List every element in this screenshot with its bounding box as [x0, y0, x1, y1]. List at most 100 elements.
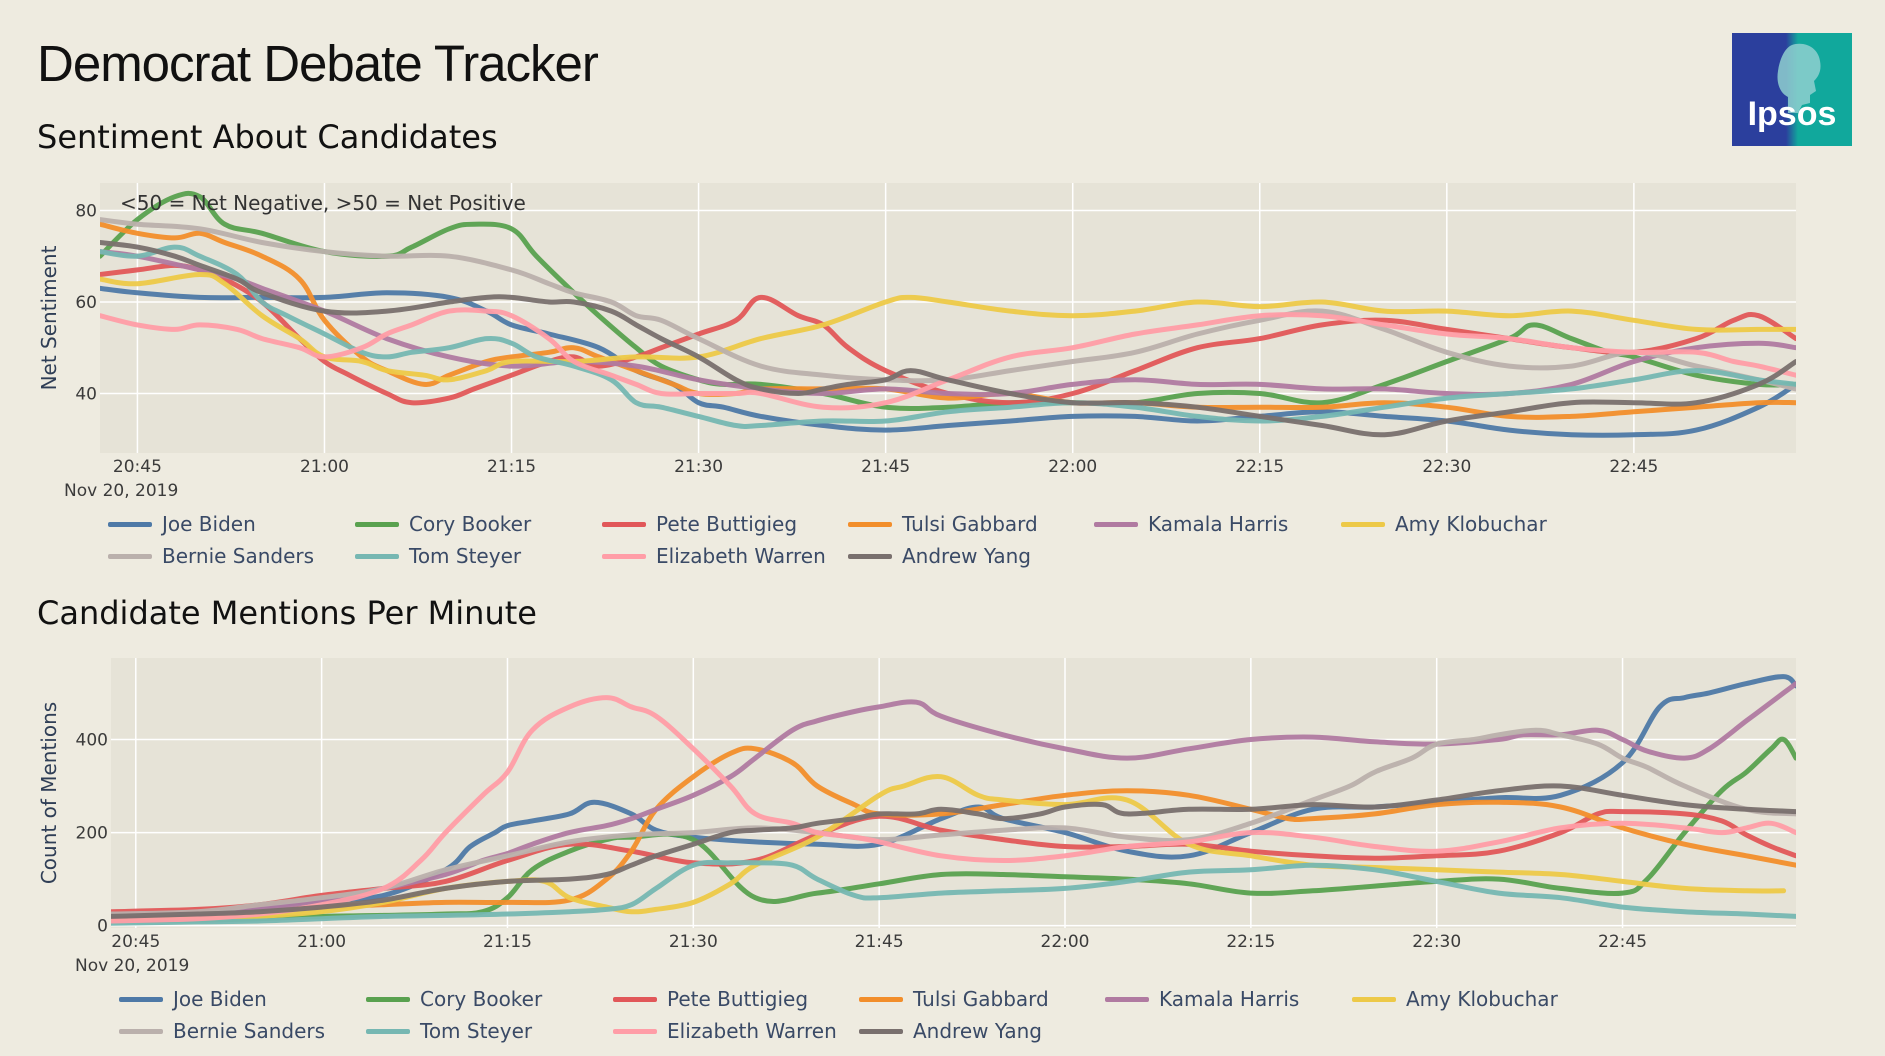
legend-swatch-icon [602, 521, 646, 527]
legend-item-andrew-yang[interactable]: Andrew Yang [848, 543, 1031, 569]
mentions-x-date-label: Nov 20, 2019 [75, 956, 189, 976]
mentions-x-tick-label: 22:45 [1598, 932, 1647, 952]
legend-swatch-icon [355, 521, 399, 527]
mentions-y-tick-label: 200 [76, 824, 108, 844]
legend-label: Joe Biden [173, 987, 267, 1011]
sentiment-y-tick-label: 80 [75, 201, 97, 221]
legend-item-tulsi-gabbard[interactable]: Tulsi Gabbard [848, 511, 1038, 537]
mentions-y-tick-label: 0 [97, 917, 108, 937]
legend-label: Kamala Harris [1148, 512, 1289, 536]
legend-swatch-icon [848, 521, 892, 527]
sentiment-x-date-label: Nov 20, 2019 [64, 481, 178, 501]
legend-item-cory-booker[interactable]: Cory Booker [366, 986, 542, 1012]
mentions-x-tick-label: 21:15 [483, 932, 532, 952]
mentions-series-group [111, 674, 1796, 926]
legend-swatch-icon [1094, 521, 1138, 527]
legend-swatch-icon [366, 996, 410, 1002]
legend-swatch-icon [613, 1028, 657, 1034]
legend-item-tom-steyer[interactable]: Tom Steyer [366, 1018, 532, 1044]
legend-item-tom-steyer[interactable]: Tom Steyer [355, 543, 521, 569]
sentiment-y-tick-label: 60 [75, 293, 97, 313]
legend-label: Tom Steyer [420, 1019, 533, 1043]
legend-swatch-icon [366, 1028, 410, 1034]
sentiment-x-tick-label: 21:30 [674, 457, 723, 477]
sentiment-annotation: <50 = Net Negative, >50 = Net Positive [120, 191, 526, 215]
series-line-tom-steyer[interactable] [100, 244, 1796, 429]
legend-swatch-icon [119, 1028, 163, 1034]
mentions-y-tick-label: 400 [76, 730, 108, 750]
series-line-joe-biden[interactable] [111, 674, 1796, 917]
sentiment-section-title: Sentiment About Candidates [37, 118, 498, 156]
legend-swatch-icon [859, 1028, 903, 1034]
legend-label: Tulsi Gabbard [913, 987, 1049, 1011]
series-line-andrew-yang[interactable] [111, 783, 1796, 919]
legend-item-bernie-sanders[interactable]: Bernie Sanders [108, 543, 314, 569]
legend-label: Amy Klobuchar [1395, 512, 1547, 536]
legend-label: Andrew Yang [902, 544, 1031, 568]
legend-swatch-icon [1352, 996, 1396, 1002]
head-silhouette-icon [1777, 43, 1821, 113]
legend-swatch-icon [108, 553, 152, 559]
legend-label: Cory Booker [409, 512, 532, 536]
legend-label: Andrew Yang [913, 1019, 1042, 1043]
legend-item-cory-booker[interactable]: Cory Booker [355, 511, 531, 537]
legend-item-joe-biden[interactable]: Joe Biden [119, 986, 267, 1012]
series-line-elizabeth-warren[interactable] [100, 307, 1796, 411]
sentiment-series-group [100, 190, 1796, 438]
legend-swatch-icon [1105, 996, 1149, 1002]
ipsos-logo: Ipsos [1732, 33, 1852, 146]
legend-item-bernie-sanders[interactable]: Bernie Sanders [119, 1018, 325, 1044]
mentions-y-axis-title: Count of Mentions [37, 702, 61, 884]
legend-label: Kamala Harris [1159, 987, 1300, 1011]
legend-label: Tulsi Gabbard [902, 512, 1038, 536]
mentions-x-tick-label: 21:00 [297, 932, 346, 952]
sentiment-chart: 40 60 80 20:45 21:00 21:15 21:30 21:45 22:00 22:1… [37, 183, 1796, 501]
legend-label: Amy Klobuchar [1406, 987, 1558, 1011]
series-line-tulsi-gabbard[interactable] [111, 745, 1796, 922]
sentiment-y-tick-label: 40 [75, 385, 97, 405]
legend-item-pete-buttigieg[interactable]: Pete Buttigieg [613, 986, 808, 1012]
series-line-joe-biden[interactable] [100, 285, 1796, 438]
legend-item-andrew-yang[interactable]: Andrew Yang [859, 1018, 1042, 1044]
series-line-bernie-sanders[interactable] [100, 217, 1796, 392]
legend-label: Bernie Sanders [173, 1019, 326, 1043]
legend-label: Elizabeth Warren [656, 544, 826, 568]
legend-label: Pete Buttigieg [667, 987, 809, 1011]
legend-label: Bernie Sanders [162, 544, 315, 568]
legend-label: Pete Buttigieg [656, 512, 798, 536]
legend-swatch-icon [1341, 521, 1385, 527]
legend-swatch-icon [859, 996, 903, 1002]
legend-swatch-icon [119, 996, 163, 1002]
legend-swatch-icon [613, 996, 657, 1002]
legend-swatch-icon [108, 521, 152, 527]
legend-item-joe-biden[interactable]: Joe Biden [108, 511, 256, 537]
series-line-andrew-yang[interactable] [100, 240, 1796, 438]
legend-swatch-icon [602, 553, 646, 559]
legend-item-tulsi-gabbard[interactable]: Tulsi Gabbard [859, 986, 1049, 1012]
series-line-elizabeth-warren[interactable] [111, 695, 1796, 924]
legend-item-pete-buttigieg[interactable]: Pete Buttigieg [602, 511, 797, 537]
series-line-bernie-sanders[interactable] [111, 727, 1796, 917]
sentiment-x-tick-label: 22:15 [1235, 457, 1284, 477]
sentiment-x-tick-label: 22:30 [1422, 457, 1471, 477]
legend-item-elizabeth-warren[interactable]: Elizabeth Warren [602, 543, 826, 569]
mentions-x-tick-label: 21:30 [669, 932, 718, 952]
series-line-pete-buttigieg[interactable] [111, 808, 1796, 915]
sentiment-x-tick-label: 21:15 [487, 457, 536, 477]
legend-item-elizabeth-warren[interactable]: Elizabeth Warren [613, 1018, 837, 1044]
mentions-chart: 0 200 400 20:45 21:00 21:15 21:30 21:45 22:00 22:… [37, 658, 1796, 976]
series-line-pete-buttigieg[interactable] [100, 262, 1796, 406]
series-line-tom-steyer[interactable] [111, 859, 1796, 926]
logo-text: Ipsos [1748, 95, 1837, 133]
legend-label: Cory Booker [420, 987, 543, 1011]
sentiment-x-tick-label: 20:45 [113, 457, 162, 477]
legend-item-amy-klobuchar[interactable]: Amy Klobuchar [1352, 986, 1558, 1012]
legend-item-kamala-harris[interactable]: Kamala Harris [1094, 511, 1288, 537]
legend-item-kamala-harris[interactable]: Kamala Harris [1105, 986, 1299, 1012]
legend-label: Elizabeth Warren [667, 1019, 837, 1043]
legend-item-amy-klobuchar[interactable]: Amy Klobuchar [1341, 511, 1547, 537]
legend-label: Joe Biden [162, 512, 256, 536]
mentions-x-tick-label: 22:15 [1226, 932, 1275, 952]
mentions-x-tick-label: 22:00 [1041, 932, 1090, 952]
sentiment-x-tick-label: 22:00 [1048, 457, 1097, 477]
